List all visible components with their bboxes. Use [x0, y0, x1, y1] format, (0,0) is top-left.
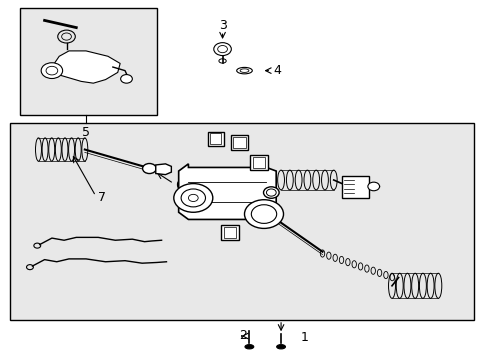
Polygon shape: [156, 164, 171, 175]
Polygon shape: [52, 51, 120, 83]
Bar: [20, 8, 157, 116]
Ellipse shape: [276, 345, 285, 349]
Bar: [250, 155, 267, 170]
Ellipse shape: [244, 345, 253, 349]
Text: 1: 1: [300, 331, 308, 344]
Circle shape: [173, 184, 212, 212]
Bar: [210, 134, 221, 144]
Circle shape: [213, 42, 231, 55]
Bar: [230, 135, 248, 150]
Circle shape: [41, 63, 62, 78]
Ellipse shape: [236, 67, 252, 74]
Bar: [341, 176, 368, 198]
Circle shape: [142, 163, 156, 174]
Text: 3: 3: [218, 19, 226, 32]
Polygon shape: [178, 164, 276, 220]
Text: 6: 6: [175, 179, 183, 192]
Bar: [207, 132, 223, 146]
Bar: [221, 225, 238, 240]
Ellipse shape: [219, 59, 226, 63]
Circle shape: [244, 200, 283, 228]
Text: 5: 5: [82, 126, 90, 139]
Ellipse shape: [263, 187, 279, 198]
Text: 4: 4: [273, 64, 281, 77]
Bar: [233, 137, 245, 148]
Circle shape: [367, 182, 379, 191]
Circle shape: [121, 75, 132, 83]
Bar: [252, 157, 265, 168]
Text: 2: 2: [239, 329, 246, 342]
Bar: [10, 123, 473, 320]
Text: 7: 7: [98, 191, 106, 204]
Bar: [223, 226, 236, 238]
